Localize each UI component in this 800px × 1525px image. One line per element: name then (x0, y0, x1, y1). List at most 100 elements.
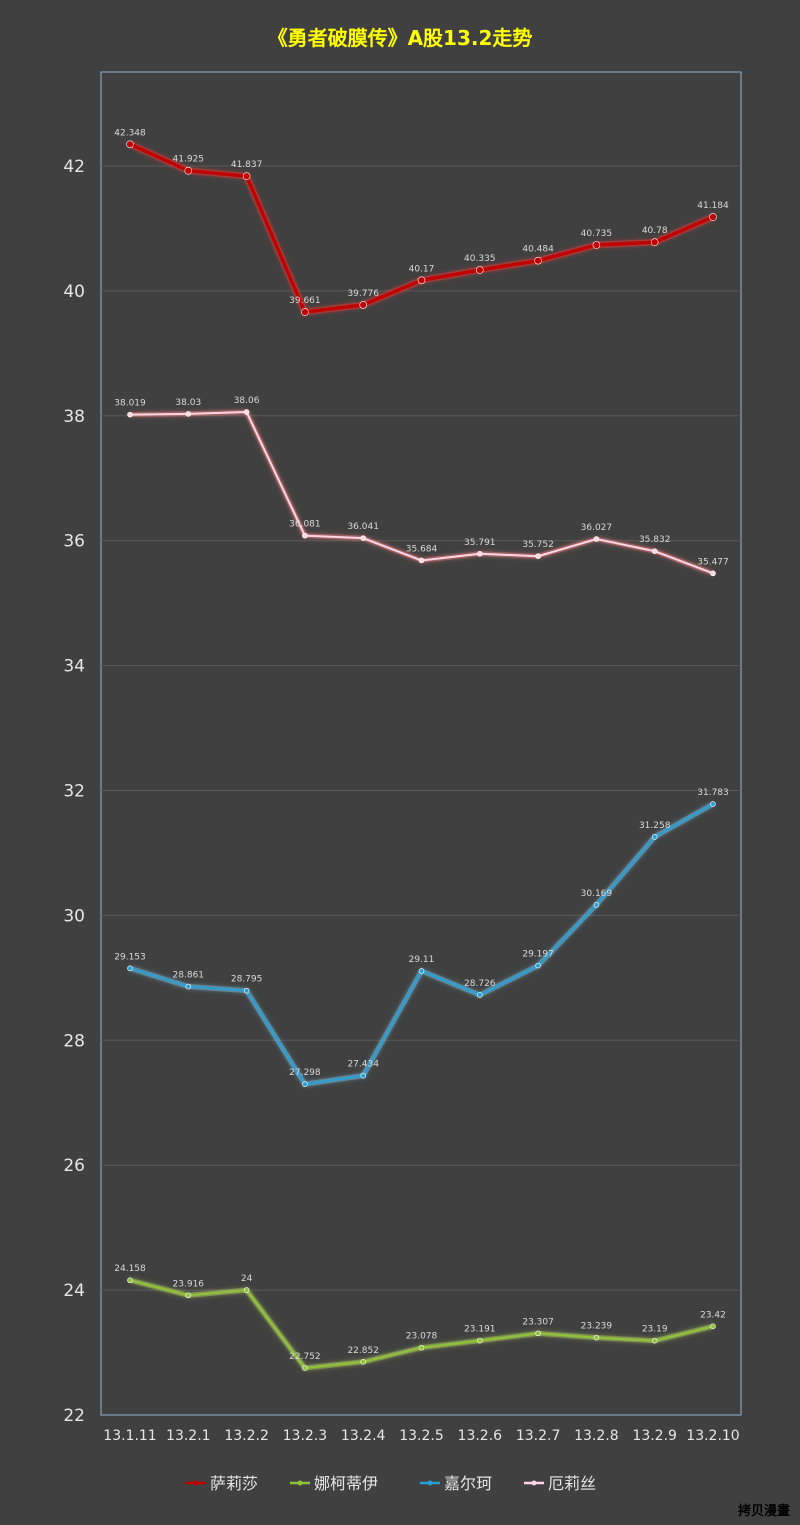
x-tick-label: 13.2.8 (574, 1428, 619, 1444)
y-axis: 22 24 26 28 30 32 34 36 38 40 42 (63, 157, 85, 1426)
data-label: 24 (241, 1274, 253, 1284)
series-4 (127, 409, 716, 577)
x-tick-label: 13.2.7 (516, 1428, 561, 1444)
data-point (359, 301, 368, 309)
x-tick-label: 13.2.2 (224, 1428, 269, 1444)
data-point (593, 536, 600, 542)
data-label: 35.477 (697, 557, 729, 567)
series-line (129, 803, 714, 1086)
data-point (302, 532, 308, 539)
data-label: 23.078 (406, 1332, 438, 1342)
data-label: 23.239 (581, 1322, 613, 1332)
data-label: 23.916 (173, 1279, 205, 1289)
watermark-text: 拷贝漫畫 (737, 1504, 790, 1519)
data-label: 38.03 (175, 398, 201, 408)
y-tick-label: 28 (63, 1031, 85, 1051)
y-tick-label: 42 (63, 157, 85, 177)
series-layer (126, 140, 717, 1371)
data-label: 36.081 (289, 520, 321, 530)
x-tick-label: 13.2.3 (283, 1428, 328, 1444)
data-point (476, 550, 483, 557)
y-tick-label: 34 (63, 657, 85, 677)
legend-label: 萨莉莎 (210, 1474, 258, 1493)
data-point (593, 902, 600, 908)
data-point (476, 992, 483, 998)
data-label: 40.17 (409, 264, 435, 274)
data-point (127, 965, 133, 972)
data-label: 22.852 (347, 1346, 379, 1356)
data-label: 40.335 (464, 254, 496, 264)
data-point (243, 1287, 250, 1293)
legend-item: 嘉尔珂 (420, 1474, 492, 1493)
data-label: 42.348 (114, 128, 146, 138)
data-label: 22.752 (289, 1352, 321, 1362)
legend-label: 娜柯蒂伊 (314, 1474, 378, 1493)
data-point (476, 1337, 483, 1344)
y-tick-label: 30 (63, 906, 85, 926)
data-point (710, 570, 716, 577)
data-label: 35.752 (522, 540, 554, 550)
data-point (650, 238, 659, 246)
legend-item: 厄莉丝 (524, 1474, 596, 1493)
y-tick-label: 32 (63, 782, 85, 802)
legend-marker (297, 1480, 303, 1486)
data-label: 29.153 (114, 952, 146, 962)
data-label: 39.661 (289, 296, 321, 306)
data-point (243, 409, 250, 415)
y-tick-label: 40 (63, 282, 85, 302)
data-label: 29.197 (522, 950, 554, 960)
data-label: 40.78 (642, 226, 668, 236)
data-label: 23.42 (700, 1310, 726, 1320)
data-point (184, 166, 193, 175)
data-point (475, 266, 484, 274)
data-label: 38.06 (234, 396, 260, 406)
series-1 (126, 140, 717, 316)
x-tick-label: 13.2.10 (686, 1428, 739, 1444)
data-point (534, 256, 542, 265)
legend-marker (193, 1480, 199, 1486)
data-point (535, 1330, 541, 1337)
data-point (302, 1365, 308, 1371)
series-line-glow (129, 801, 715, 1087)
data-point (127, 1277, 133, 1284)
series-line (129, 1279, 714, 1370)
data-point (651, 834, 658, 840)
data-point (185, 1292, 192, 1299)
y-tick-label: 22 (63, 1406, 85, 1426)
data-label: 40.735 (581, 229, 613, 239)
data-point (302, 1081, 308, 1087)
data-point (651, 1337, 658, 1344)
data-point (185, 983, 192, 990)
y-tick-label: 36 (63, 532, 85, 552)
chart-title: 《勇者破膜传》A股13.2走势 (268, 26, 533, 50)
y-tick-label: 38 (63, 407, 85, 427)
data-label: 23.307 (522, 1317, 554, 1327)
legend-marker (531, 1480, 537, 1486)
data-point (709, 213, 717, 221)
data-label: 36.027 (581, 523, 613, 533)
data-point (418, 1344, 425, 1351)
x-tick-label: 13.2.9 (632, 1428, 677, 1444)
data-label: 41.184 (697, 201, 729, 211)
data-point (242, 172, 251, 180)
data-label: 38.019 (114, 399, 146, 409)
legend-item: 萨莉莎 (186, 1474, 258, 1493)
x-tick-label: 13.2.4 (341, 1428, 386, 1444)
data-point (126, 140, 134, 149)
data-labels: 42.348 41.925 41.837 39.661 39.776 40.17 40.33… (114, 128, 729, 1362)
data-label: 24.158 (114, 1264, 146, 1274)
x-tick-label: 13.2.5 (399, 1428, 444, 1444)
y-tick-label: 26 (63, 1156, 85, 1176)
data-label: 35.832 (639, 535, 671, 545)
legend-label: 嘉尔珂 (444, 1474, 492, 1493)
legend-label: 厄莉丝 (548, 1474, 596, 1493)
y-tick-label: 24 (63, 1281, 85, 1301)
data-label: 36.041 (347, 522, 379, 532)
x-tick-label: 13.2.1 (166, 1428, 211, 1444)
data-point (360, 535, 367, 541)
data-label: 27.434 (347, 1060, 379, 1070)
legend: 萨莉莎 娜柯蒂伊 嘉尔珂 厄莉丝 (186, 1474, 596, 1493)
x-axis: 13.1.11 13.2.1 13.2.2 13.2.3 13.2.4 13.2.5 13.… (103, 1428, 739, 1444)
